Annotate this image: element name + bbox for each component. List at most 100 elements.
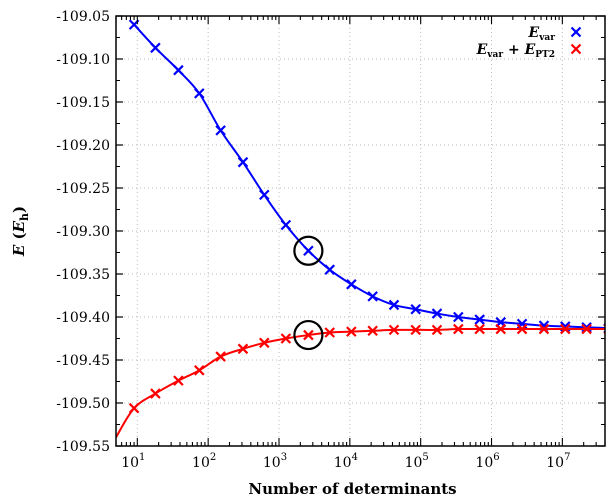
e-var-marker-stroke — [410, 303, 421, 315]
e-var-point — [237, 156, 249, 168]
e-var-pt2-marker-stroke — [474, 323, 485, 335]
y-tick-label: -109.50 — [56, 396, 110, 412]
e-var-pt2-marker-stroke — [324, 327, 335, 338]
e-var-pt2-marker-stroke — [346, 326, 357, 337]
e-var-pt2-point — [128, 402, 140, 414]
e-var-pt2-point — [431, 324, 443, 336]
y-tick-label: -109.20 — [56, 138, 110, 154]
e-var-line — [133, 23, 605, 330]
e-var-pt2-marker-stroke — [410, 324, 421, 336]
e-var-pt2-marker-stroke — [560, 323, 571, 335]
y-axis-title: E (Eh) — [10, 206, 31, 257]
e-var-pt2-marker-stroke — [259, 337, 270, 349]
x-axis-title: Number of determinants — [248, 480, 456, 498]
y-tick-label: -109.30 — [56, 224, 110, 240]
e-var-pt2-point — [516, 323, 528, 335]
e-var-pt2-point — [538, 323, 550, 335]
e-var-point — [474, 314, 485, 325]
e-var-pt2-marker-stroke — [495, 323, 507, 335]
highlight-circle — [293, 235, 324, 266]
e-var-marker-stroke — [388, 299, 400, 311]
x-tick-label: 101 — [121, 452, 145, 471]
e-var-pt2-marker-stroke — [215, 351, 226, 362]
e-var-pt2-marker-stroke — [581, 323, 592, 335]
e-var-point — [346, 279, 357, 290]
e-var-pt2-point — [324, 327, 335, 338]
e-var-pt2-marker-stroke — [516, 323, 528, 335]
e-var-point — [303, 245, 314, 257]
e-var-marker-stroke — [453, 311, 464, 323]
e-var-pt2-marker-stroke — [194, 365, 205, 376]
e-var-pt2-point — [303, 329, 314, 341]
legend-marker-e-var-pt2 — [570, 43, 582, 55]
e-var-pt2-point — [453, 323, 464, 335]
legend-marker-stroke — [570, 43, 582, 55]
legend-label-e-var: Evar — [528, 25, 556, 43]
series-group — [116, 19, 605, 438]
y-tick-label: -109.35 — [56, 267, 110, 283]
e-var-pt2-point — [346, 326, 357, 337]
e-var-pt2-point — [388, 324, 400, 336]
e-var-marker-stroke — [581, 322, 592, 333]
e-var-pt2-point — [215, 351, 226, 362]
e-var-marker-stroke — [367, 291, 378, 302]
e-var-pt2-point — [194, 365, 205, 376]
e-var-point — [173, 64, 184, 76]
e-var-point — [324, 264, 335, 275]
e-var-marker-stroke — [237, 156, 249, 168]
x-tick-label: 105 — [405, 452, 429, 471]
e-var-pt2-point — [259, 337, 270, 349]
x-tick-label: 104 — [334, 452, 358, 471]
x-tick-label: 102 — [192, 452, 216, 471]
e-var-marker-stroke — [259, 189, 270, 201]
e-var-pt2-marker-stroke — [538, 323, 550, 335]
x-tick-label: 107 — [546, 452, 570, 471]
e-var-point — [194, 88, 205, 99]
e-var-pt2-marker-stroke — [150, 388, 161, 399]
axes: -109.05 -109.10 -109.15 -109.20 -109.25 -109.… — [10, 9, 606, 498]
legend-marker-e-var — [570, 26, 582, 38]
e-var-pt2-point — [581, 323, 592, 335]
e-var-point — [150, 42, 161, 54]
y-tick-label: -109.45 — [56, 353, 110, 369]
e-var-pt2-marker-stroke — [303, 329, 314, 341]
e-var-pt2-point — [495, 323, 507, 335]
legend-marker-stroke — [570, 26, 582, 38]
e-var-pt2-marker-stroke — [431, 324, 443, 336]
e-var-pt2-point — [474, 323, 485, 335]
legend-label-e-var-pt2: Evar + EPT2 — [476, 42, 555, 60]
e-var-pt2-point — [150, 388, 161, 399]
e-var-pt2-line — [116, 327, 605, 438]
y-tick-label: -109.05 — [56, 9, 110, 25]
e-var-pt2-marker-stroke — [388, 324, 400, 336]
e-var-pt2-point — [367, 325, 378, 337]
e-var-marker-stroke — [194, 88, 205, 99]
e-var-point — [259, 189, 270, 201]
e-var-pt2-point — [280, 333, 292, 344]
e-var-pt2-marker-stroke — [128, 402, 140, 414]
e-var-pt2-marker-stroke — [453, 323, 464, 335]
e-var-pt2-marker-stroke — [367, 325, 378, 337]
e-var-point — [215, 125, 226, 136]
e-var-marker-stroke — [346, 279, 357, 290]
e-var-pt2-marker-stroke — [173, 375, 184, 386]
e-var-marker-stroke — [280, 219, 292, 231]
e-var-pt2-point — [173, 375, 184, 386]
e-var-point — [453, 311, 464, 323]
y-tick-label: -109.15 — [56, 95, 110, 111]
y-tick-label: -109.25 — [56, 181, 110, 197]
e-var-point — [431, 308, 443, 319]
e-var-marker-stroke — [303, 245, 314, 257]
e-var-point — [388, 299, 400, 311]
e-var-point — [410, 303, 421, 315]
plot-series — [116, 19, 605, 438]
e-var-point — [581, 322, 592, 333]
e-var-point — [280, 219, 292, 231]
e-var-pt2-point — [237, 343, 249, 355]
x-tick-label: 103 — [263, 452, 287, 471]
y-tick-label: -109.55 — [56, 439, 110, 455]
e-var-marker-stroke — [431, 308, 443, 319]
e-var-point — [367, 291, 378, 302]
